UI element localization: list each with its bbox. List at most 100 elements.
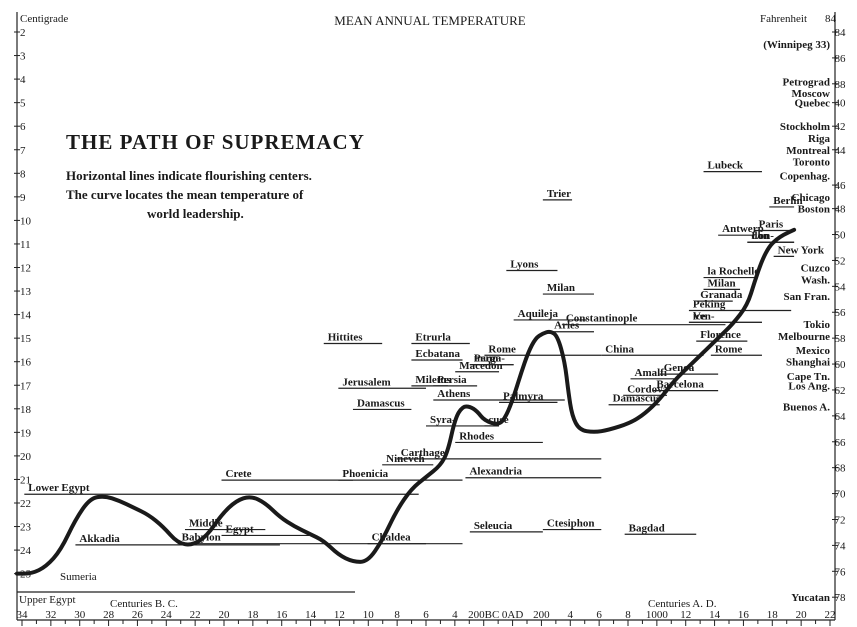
center-label: Athens: [437, 388, 471, 400]
place-label: (Winnipeg 33): [763, 39, 830, 51]
center-label: Crete: [226, 468, 252, 480]
x-tick-label: 12: [680, 609, 691, 621]
center-label: Ven-: [693, 310, 715, 322]
x-tick-label: 8: [625, 609, 631, 621]
place-label: Petrograd: [783, 76, 830, 88]
center-label: Hittites: [328, 332, 364, 344]
center-label: Damascus: [613, 393, 661, 405]
x-tick-label: 8: [394, 609, 400, 621]
center-label: Granada: [700, 289, 743, 301]
center-label: Palmyra: [503, 390, 544, 402]
left-tick-label: 22: [20, 498, 31, 510]
x-tick-label: 14: [709, 609, 721, 621]
right-tick-label: 86: [835, 53, 847, 65]
center-label: Lyons: [510, 259, 539, 271]
center-label: Miletus: [415, 374, 451, 386]
curve-start-label: Sumeria: [60, 571, 97, 583]
left-axis-label: Centigrade: [20, 13, 68, 25]
left-tick-label: 3: [20, 51, 26, 63]
x-tick-label: 16: [738, 609, 750, 621]
place-label: Quebec: [795, 98, 831, 110]
left-tick-label: 8: [20, 168, 26, 180]
x-tick-label: 24: [161, 609, 173, 621]
x-tick-label: 200BC: [468, 609, 499, 621]
x-tick-label: 20: [219, 609, 231, 621]
subtitle-line-3: world leadership.: [147, 206, 244, 221]
right-tick-label: 68: [835, 463, 847, 475]
right-tick-label: 50: [835, 230, 847, 242]
center-label: Chaldea: [372, 532, 412, 544]
center-label: Genoa: [664, 362, 695, 374]
place-label: Cape Tn.: [787, 371, 830, 383]
center-label: ice: [693, 310, 706, 322]
x-tick-label: 28: [103, 609, 115, 621]
place-label: Montreal: [786, 145, 830, 157]
x-tick-label: 34: [17, 609, 29, 621]
subtitle-line-2: The curve locates the mean temperature o…: [66, 187, 304, 202]
place-label: Chicago: [792, 192, 831, 204]
center-label: Antwerp: [722, 223, 764, 235]
right-tick-label: 54: [835, 281, 847, 293]
right-tick-label: 48: [835, 204, 847, 216]
x-tick-label: 16: [276, 609, 288, 621]
right-tick-label: 60: [835, 359, 847, 371]
place-label: Riga: [808, 133, 831, 145]
left-tick-label: 18: [20, 404, 32, 416]
place-label: San Fran.: [784, 291, 831, 303]
left-tick-label: 20: [20, 451, 32, 463]
left-tick-label: 17: [20, 380, 32, 392]
center-label: Ctesiphon: [547, 518, 595, 530]
x-axis: 34 32 30 28 26 24 22 20 18 16 14 12 10 8 6 4 200BC 0AD 200…: [17, 609, 836, 626]
center-label: la Rochelle: [708, 266, 760, 278]
left-tick-label: 7: [20, 145, 26, 157]
center-label: Rome: [488, 343, 516, 355]
x-tick-label: 18: [767, 609, 779, 621]
center-label: don: [751, 230, 769, 242]
x-tick-label: 12: [334, 609, 345, 621]
place-label: Shanghai: [786, 357, 830, 369]
center-label: Egypt: [226, 523, 254, 535]
place-label: Copenhag.: [780, 171, 831, 183]
right-tick-label: 46: [835, 180, 847, 192]
right-tick-label: 44: [835, 145, 847, 157]
place-label: Cuzco: [801, 263, 831, 275]
right-tick-label: 78: [835, 592, 847, 604]
right-axis: 84 86 88 40 42 44 46 48 50 52 54 56 58 60 62 64 66 68 70 72…: [832, 27, 846, 604]
right-tick-label: 62: [835, 385, 846, 397]
right-tick-label: 76: [835, 566, 847, 578]
left-tick-label: 10: [20, 215, 32, 227]
right-tick-label: 66: [835, 437, 847, 449]
center-label: Milan: [708, 277, 736, 289]
x-tick-label: 26: [132, 609, 144, 621]
right-tick-label: 42: [835, 121, 846, 133]
center-label: Ecbatana: [415, 348, 460, 360]
place-label: Mexico: [796, 345, 831, 357]
left-tick-label: 24: [20, 545, 32, 557]
left-tick-label: 21: [20, 474, 31, 486]
place-label: Boston: [798, 204, 830, 216]
x-tick-label: 22: [190, 609, 201, 621]
left-tick-label: 12: [20, 263, 31, 275]
center-label: Aquileja: [518, 308, 559, 320]
left-tick-label: 4: [20, 74, 26, 86]
supremacy-curve: [15, 227, 797, 576]
center-label: Akkadia: [79, 533, 120, 545]
right-tick-label: 74: [835, 540, 847, 552]
x-tick-label: 0AD: [502, 609, 523, 621]
center-label: Lubeck: [708, 160, 744, 172]
center-label: Carthage: [401, 447, 445, 459]
center-label: Milan: [547, 282, 575, 294]
bc-axis-label: Centuries B. C.: [110, 598, 178, 610]
place-label: Melbourne: [778, 331, 830, 343]
center-label: Paris: [759, 218, 784, 230]
place-label: Moscow: [792, 88, 831, 100]
center-label: Damascus: [357, 397, 405, 409]
center-label: Berlin: [773, 195, 802, 207]
right-tick-label: 58: [835, 333, 847, 345]
left-tick-label: 6: [20, 121, 26, 133]
x-tick-label: 4: [568, 609, 574, 621]
center-label: Barcelona: [656, 379, 704, 391]
right-tick-label: 56: [835, 307, 847, 319]
center-label: Lower Egypt: [28, 482, 90, 494]
